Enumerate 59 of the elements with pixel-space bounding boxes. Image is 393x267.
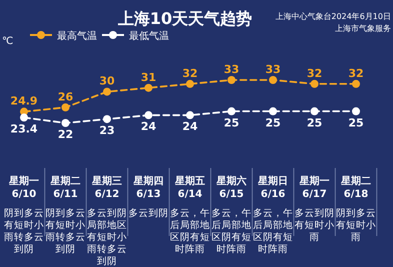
data-label: 32 bbox=[182, 66, 198, 80]
chart-title: 上海10天天气趋势 bbox=[116, 9, 252, 28]
point bbox=[62, 103, 70, 112]
legend-label: 最低气温 bbox=[129, 30, 169, 42]
x-tick-label: 星期二 6/11 bbox=[50, 175, 80, 200]
x-tick-label: 星期六 6/15 bbox=[216, 175, 246, 200]
data-label: 31 bbox=[140, 70, 156, 84]
data-label: 30 bbox=[99, 74, 115, 88]
data-label: 26 bbox=[58, 90, 74, 104]
x-tick-label: 星期一 6/10 bbox=[8, 175, 39, 200]
data-label: 22 bbox=[58, 128, 74, 141]
data-label: 24.9 bbox=[10, 94, 38, 108]
data-label: 33 bbox=[224, 63, 240, 76]
data-label: 25 bbox=[224, 116, 240, 130]
data-label: 24 bbox=[140, 120, 156, 134]
data-label: 25 bbox=[348, 116, 364, 130]
data-label: 24 bbox=[182, 120, 198, 134]
point bbox=[269, 76, 277, 84]
text: 上海中心气象台2024年6月10日 bbox=[275, 12, 391, 21]
x-tick-label: 星期二 6/18 bbox=[340, 175, 371, 200]
point bbox=[310, 80, 318, 88]
data-label: 32 bbox=[306, 66, 322, 80]
data-label: 32 bbox=[348, 66, 364, 80]
point bbox=[228, 76, 236, 84]
data-label: 23.4 bbox=[10, 122, 38, 136]
text: 阴到多云有短时小雨转多云到阴 bbox=[46, 207, 86, 255]
text: 多云，午后局部地区阴有短时阵雨 bbox=[170, 207, 210, 255]
point bbox=[62, 119, 70, 127]
y-axis-title: ℃ bbox=[2, 36, 14, 47]
data-label: 33 bbox=[265, 63, 281, 76]
x-tick-label: 星期三 6/12 bbox=[91, 175, 122, 200]
x-tick-label: 星期日 6/16 bbox=[257, 175, 288, 200]
data-label: 25 bbox=[265, 116, 281, 130]
point bbox=[269, 107, 277, 116]
legend-label: 最高气温 bbox=[57, 30, 97, 42]
x-tick-label: 星期四 6/13 bbox=[132, 175, 164, 200]
data-label: 25 bbox=[306, 116, 322, 130]
text: 多云到阴 bbox=[128, 207, 168, 219]
point bbox=[310, 107, 318, 116]
point bbox=[103, 115, 111, 124]
text: 上海市气象服务 bbox=[335, 24, 391, 33]
point bbox=[144, 111, 152, 120]
text: 阴到多云有短时小雨 bbox=[336, 207, 376, 243]
point bbox=[186, 80, 194, 88]
text: 多云到阴局部地区有短时小雨转多云到阴 bbox=[87, 207, 127, 267]
data-label: 23 bbox=[99, 124, 115, 138]
text: 多云到阴有短时小雨 bbox=[294, 207, 334, 243]
point bbox=[228, 107, 236, 116]
point bbox=[103, 88, 111, 96]
point bbox=[352, 80, 360, 88]
x-tick-label: 星期五 6/14 bbox=[174, 175, 205, 200]
point bbox=[186, 111, 194, 120]
x-tick-label: 星期一 6/17 bbox=[298, 175, 330, 200]
point bbox=[20, 114, 28, 122]
text: 多云，午后局部地区阴有短时阵雨 bbox=[212, 207, 252, 255]
point bbox=[352, 107, 360, 116]
point bbox=[144, 84, 152, 92]
text: 多云，午后局部地区阴有短时阵雨 bbox=[253, 207, 293, 255]
text: 阴到多云有短时小雨转多云到阴 bbox=[4, 207, 44, 255]
